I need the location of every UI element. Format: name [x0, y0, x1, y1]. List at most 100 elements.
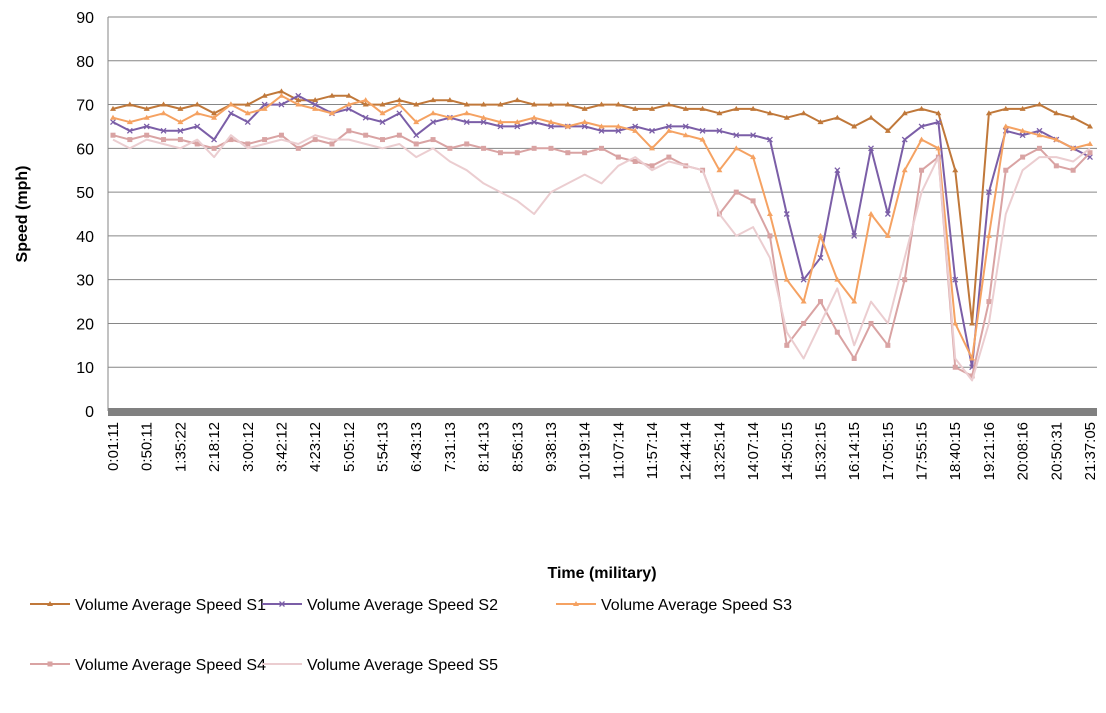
x-tick-label: 18:40:15 — [947, 422, 964, 480]
marker — [800, 110, 807, 116]
x-tick-label: 15:32:15 — [812, 422, 829, 480]
marker — [581, 123, 588, 130]
marker — [430, 137, 436, 143]
marker — [430, 119, 437, 126]
marker — [834, 114, 841, 120]
legend-item: Volume Average Speed S2 — [262, 597, 498, 614]
marker — [380, 137, 386, 143]
marker — [985, 189, 992, 196]
marker — [547, 119, 554, 125]
x-tick-label: 13:25:14 — [711, 422, 728, 480]
marker — [868, 114, 875, 120]
marker — [766, 211, 773, 216]
marker — [244, 110, 251, 116]
marker — [1053, 110, 1060, 116]
marker — [1036, 101, 1043, 107]
marker — [464, 141, 470, 147]
marker — [699, 127, 706, 134]
marker — [1087, 140, 1093, 146]
marker — [868, 145, 874, 152]
marker — [716, 167, 723, 173]
legend-item: Volume Average Speed S5 — [262, 657, 498, 674]
marker — [278, 92, 285, 98]
x-tick-label: 8:56:13 — [509, 422, 526, 472]
legend-item: Volume Average Speed S3 — [556, 597, 792, 614]
marker — [329, 141, 335, 147]
marker — [1070, 114, 1077, 120]
marker — [177, 137, 183, 143]
series — [110, 128, 1093, 379]
marker — [581, 119, 588, 125]
marker — [598, 101, 605, 107]
marker — [918, 105, 925, 111]
x-tick-label: 0:01:11 — [105, 422, 122, 471]
legend-label: Volume Average Speed S5 — [307, 657, 498, 674]
marker — [295, 145, 301, 151]
marker — [699, 105, 706, 111]
marker — [110, 105, 116, 111]
marker — [413, 119, 420, 125]
marker — [1087, 123, 1093, 129]
marker — [817, 254, 824, 261]
marker — [851, 123, 858, 129]
marker — [851, 355, 857, 361]
marker — [312, 105, 319, 111]
legend-item: Volume Average Speed S4 — [30, 657, 266, 674]
x-tick-label: 11:57:14 — [644, 422, 661, 479]
marker — [952, 167, 959, 173]
marker — [649, 163, 655, 169]
marker — [565, 150, 571, 156]
marker — [396, 97, 403, 103]
marker — [851, 232, 858, 239]
marker — [884, 127, 891, 133]
marker — [160, 110, 167, 116]
marker — [801, 320, 807, 326]
marker — [766, 110, 773, 116]
marker — [345, 105, 352, 112]
marker — [952, 364, 958, 370]
marker — [278, 101, 285, 108]
x-tick-label: 14:50:15 — [779, 422, 796, 480]
y-tick-label: 70 — [76, 98, 94, 115]
marker — [834, 276, 841, 282]
legend-item: Volume Average Speed S1 — [30, 597, 266, 614]
marker — [548, 123, 554, 130]
marker — [564, 123, 571, 129]
y-tick-label: 20 — [76, 316, 94, 333]
marker — [969, 320, 976, 326]
marker — [362, 97, 369, 103]
marker — [919, 167, 925, 173]
marker — [918, 123, 925, 130]
marker — [682, 123, 689, 130]
x-tick-label: 0:50:11 — [139, 422, 156, 471]
marker — [312, 101, 319, 108]
x-axis-band — [108, 408, 1097, 416]
marker — [985, 110, 992, 116]
marker — [261, 101, 268, 108]
marker — [531, 101, 538, 107]
marker — [531, 145, 537, 151]
x-tick-label: 3:42:12 — [273, 422, 290, 472]
marker — [902, 277, 908, 283]
series — [110, 88, 1093, 326]
marker — [598, 127, 605, 134]
marker — [211, 136, 218, 143]
marker — [278, 88, 285, 94]
marker — [362, 114, 369, 121]
marker — [463, 110, 470, 116]
marker — [649, 105, 656, 111]
marker — [800, 298, 807, 304]
x-tick-label: 2:18:12 — [206, 422, 223, 472]
marker — [1070, 167, 1076, 173]
x-tick-label: 14:07:14 — [745, 422, 762, 480]
marker — [665, 123, 672, 130]
marker — [211, 145, 217, 151]
marker — [1036, 132, 1043, 138]
x-tick-label: 9:38:13 — [543, 422, 560, 472]
marker — [901, 136, 908, 143]
marker — [851, 298, 858, 304]
y-tick-label: 50 — [76, 185, 94, 202]
marker — [665, 101, 672, 107]
marker — [194, 141, 200, 147]
marker — [581, 105, 588, 111]
